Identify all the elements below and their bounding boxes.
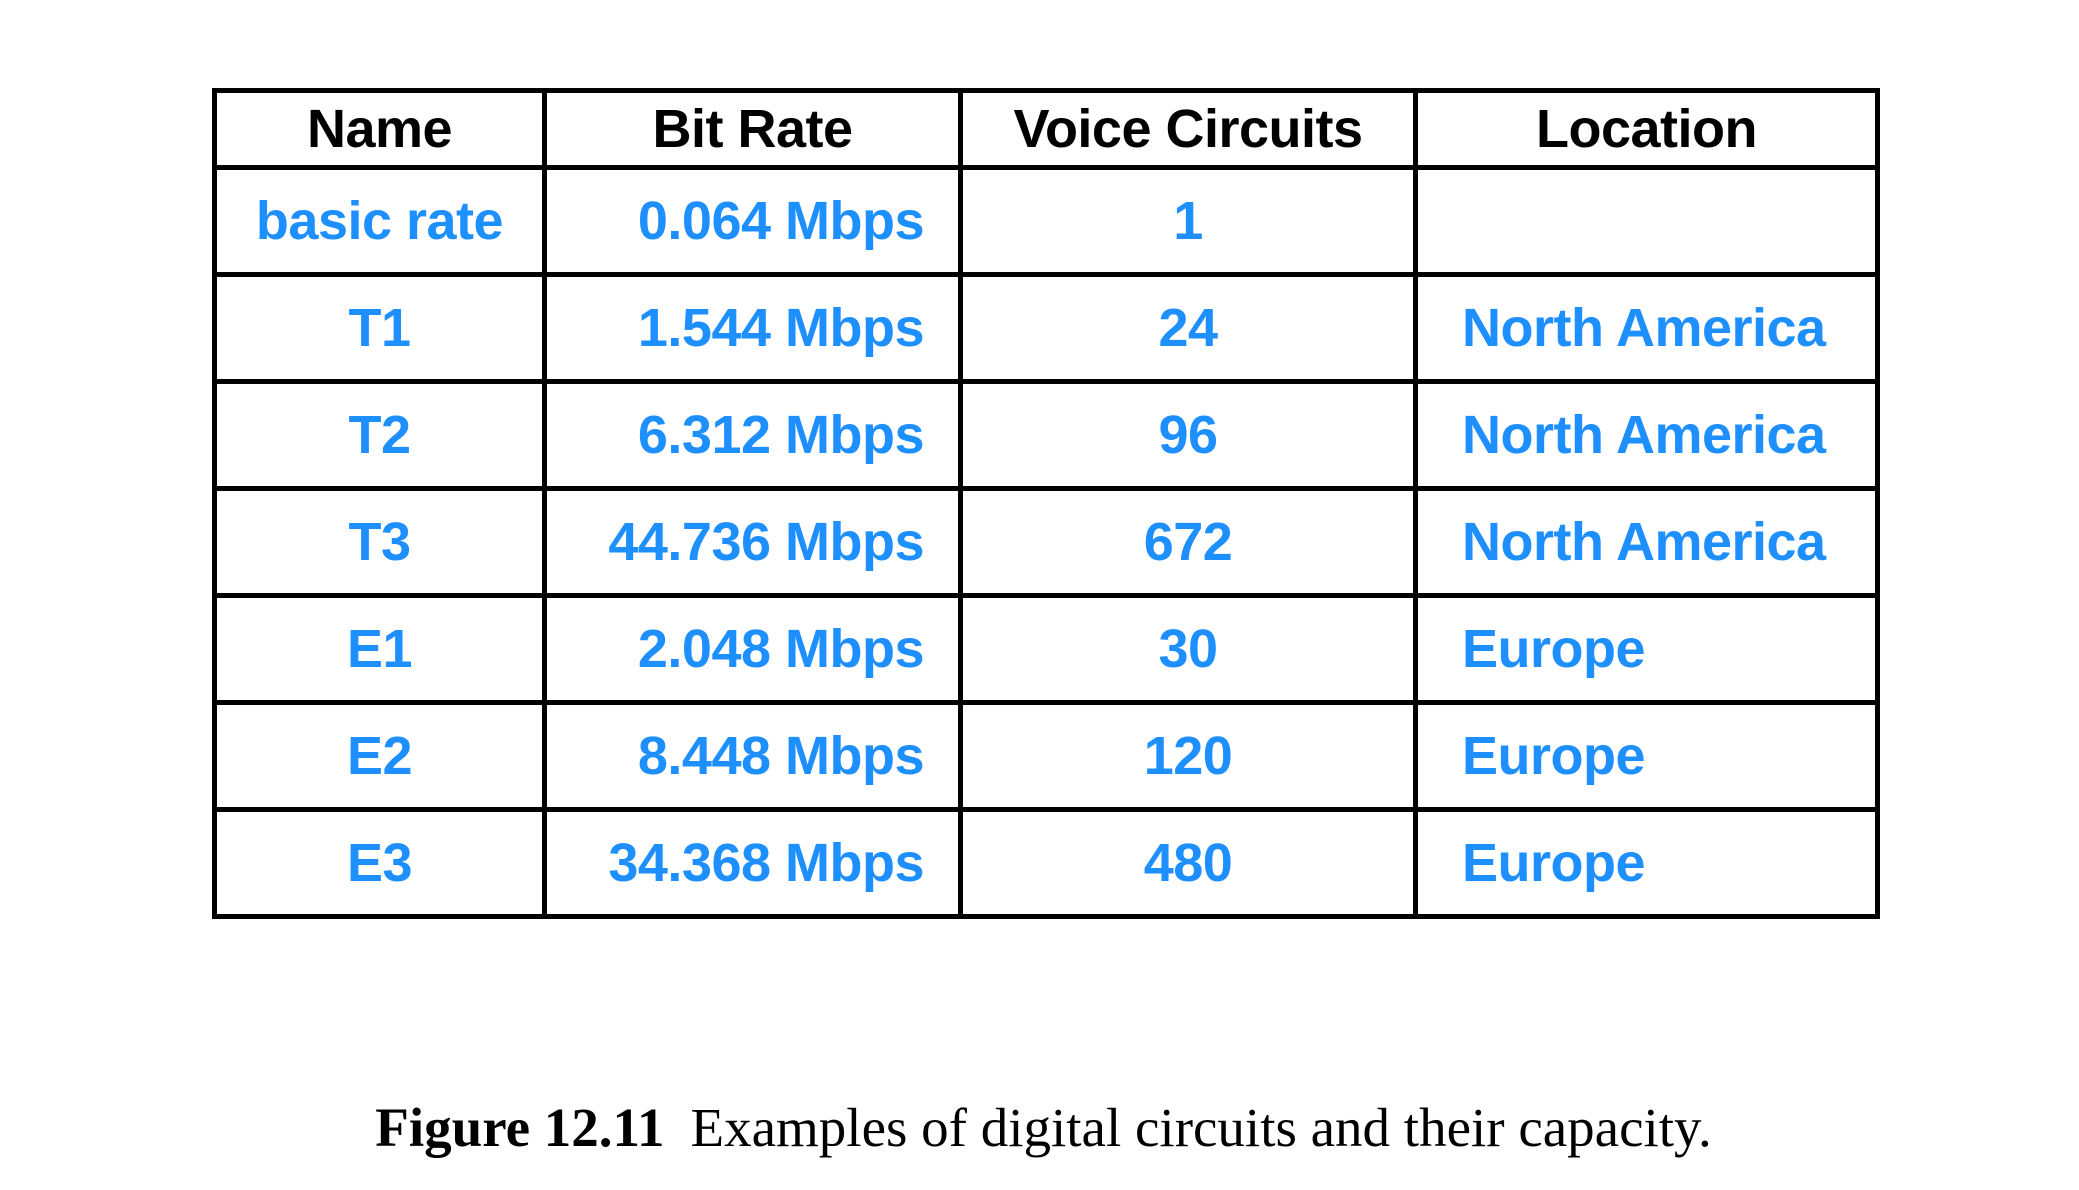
cell-voice-circuits: 120 (958, 700, 1418, 812)
table-row: E3 34.368 Mbps 480 Europe (212, 807, 1880, 919)
cell-name: T3 (212, 486, 547, 598)
cell-voice-circuits: 672 (958, 486, 1418, 598)
digital-circuits-table: Name Bit Rate Voice Circuits Location ba… (212, 88, 1880, 919)
figure-caption-label: Figure 12.11 (375, 1097, 665, 1158)
cell-voice-circuits: 96 (958, 379, 1418, 491)
cell-voice-circuits: 30 (958, 593, 1418, 705)
cell-location: North America (1413, 486, 1880, 598)
table-row: E1 2.048 Mbps 30 Europe (212, 593, 1880, 705)
cell-name: basic rate (212, 165, 547, 277)
table-row: basic rate 0.064 Mbps 1 (212, 165, 1880, 277)
table-row: T2 6.312 Mbps 96 North America (212, 379, 1880, 491)
cell-voice-circuits: 24 (958, 272, 1418, 384)
cell-voice-circuits: 1 (958, 165, 1418, 277)
column-header-bit-rate: Bit Rate (542, 88, 963, 170)
cell-bit-rate: 8.448 Mbps (542, 700, 963, 812)
table-row: E2 8.448 Mbps 120 Europe (212, 700, 1880, 812)
cell-bit-rate: 0.064 Mbps (542, 165, 963, 277)
figure-caption: Figure 12.11 Examples of digital circuits… (212, 1096, 1875, 1159)
cell-location: Europe (1413, 593, 1880, 705)
table-header-row: Name Bit Rate Voice Circuits Location (212, 88, 1880, 170)
cell-name: T1 (212, 272, 547, 384)
cell-bit-rate: 2.048 Mbps (542, 593, 963, 705)
cell-bit-rate: 44.736 Mbps (542, 486, 963, 598)
table-row: T3 44.736 Mbps 672 North America (212, 486, 1880, 598)
cell-location: Europe (1413, 807, 1880, 919)
cell-location: North America (1413, 272, 1880, 384)
cell-bit-rate: 6.312 Mbps (542, 379, 963, 491)
cell-location (1413, 165, 1880, 277)
cell-name: T2 (212, 379, 547, 491)
cell-location: North America (1413, 379, 1880, 491)
figure-caption-text: Examples of digital circuits and their c… (690, 1097, 1712, 1158)
column-header-voice-circuits: Voice Circuits (958, 88, 1418, 170)
cell-name: E3 (212, 807, 547, 919)
cell-name: E1 (212, 593, 547, 705)
cell-voice-circuits: 480 (958, 807, 1418, 919)
column-header-location: Location (1413, 88, 1880, 170)
cell-name: E2 (212, 700, 547, 812)
column-header-name: Name (212, 88, 547, 170)
table-row: T1 1.544 Mbps 24 North America (212, 272, 1880, 384)
cell-location: Europe (1413, 700, 1880, 812)
cell-bit-rate: 1.544 Mbps (542, 272, 963, 384)
cell-bit-rate: 34.368 Mbps (542, 807, 963, 919)
